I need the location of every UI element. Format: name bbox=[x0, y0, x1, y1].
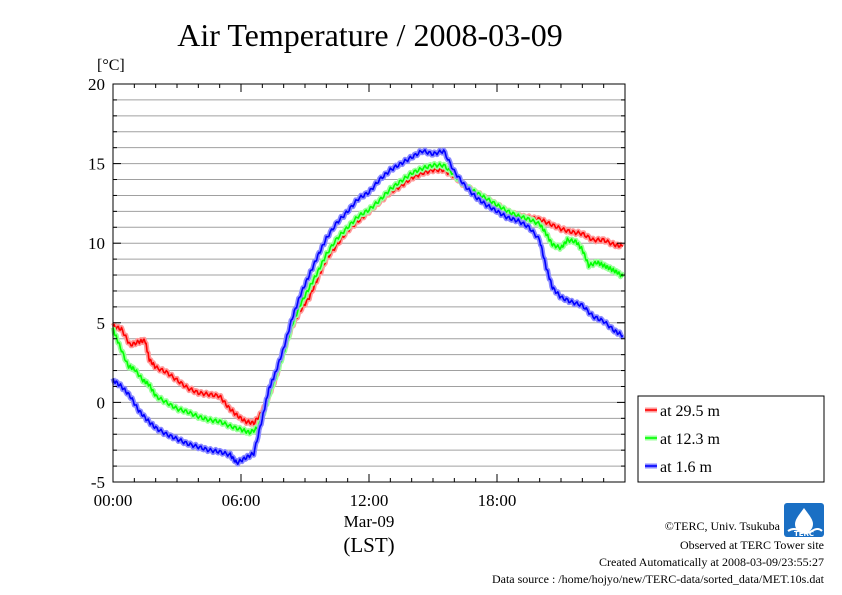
x-tick-labels: 00:00 06:00 12:00 18:00 bbox=[94, 491, 517, 510]
x-tick-label: 18:00 bbox=[478, 491, 517, 510]
series-lines bbox=[110, 147, 626, 467]
axis-ticks bbox=[112, 83, 626, 483]
series-line bbox=[112, 162, 624, 435]
terc-logo: TERC bbox=[784, 503, 824, 538]
chart-title: Air Temperature / 2008-03-09 bbox=[177, 17, 563, 53]
created-text: Created Automatically at 2008-03-09/23:5… bbox=[599, 555, 824, 569]
copyright-text: ©TERC, Univ. Tsukuba bbox=[665, 519, 781, 533]
series-halo bbox=[110, 160, 626, 437]
legend-label: at 12.3 m bbox=[660, 431, 721, 448]
logo-text: TERC bbox=[794, 530, 814, 538]
x-tick-label: 06:00 bbox=[222, 491, 261, 510]
y-tick-labels: 20 15 10 5 0 -5 bbox=[88, 75, 105, 492]
legend: at 29.5 m at 12.3 m at 1.6 m bbox=[637, 395, 825, 483]
y-tick-label: 20 bbox=[88, 75, 105, 94]
x-tick-label: 12:00 bbox=[350, 491, 389, 510]
observed-text: Observed at TERC Tower site bbox=[680, 538, 824, 552]
legend-box bbox=[637, 395, 825, 483]
source-text: Data source : /home/hojyo/new/TERC-data/… bbox=[492, 572, 825, 586]
series-line bbox=[112, 149, 624, 466]
y-tick-label: -5 bbox=[91, 473, 105, 492]
y-tick-label: 15 bbox=[88, 155, 105, 174]
y-tick-label: 10 bbox=[88, 234, 105, 253]
plot-frame bbox=[112, 83, 626, 483]
y-axis-unit: [°C] bbox=[97, 57, 125, 74]
x-axis-date-label: Mar-09 bbox=[344, 512, 395, 531]
y-tick-label: 0 bbox=[97, 393, 106, 412]
x-axis-label: (LST) bbox=[343, 533, 394, 557]
y-tick-label: 5 bbox=[97, 314, 106, 333]
legend-label: at 29.5 m bbox=[660, 403, 721, 420]
x-tick-label: 00:00 bbox=[94, 491, 133, 510]
legend-label: at 1.6 m bbox=[660, 459, 713, 476]
